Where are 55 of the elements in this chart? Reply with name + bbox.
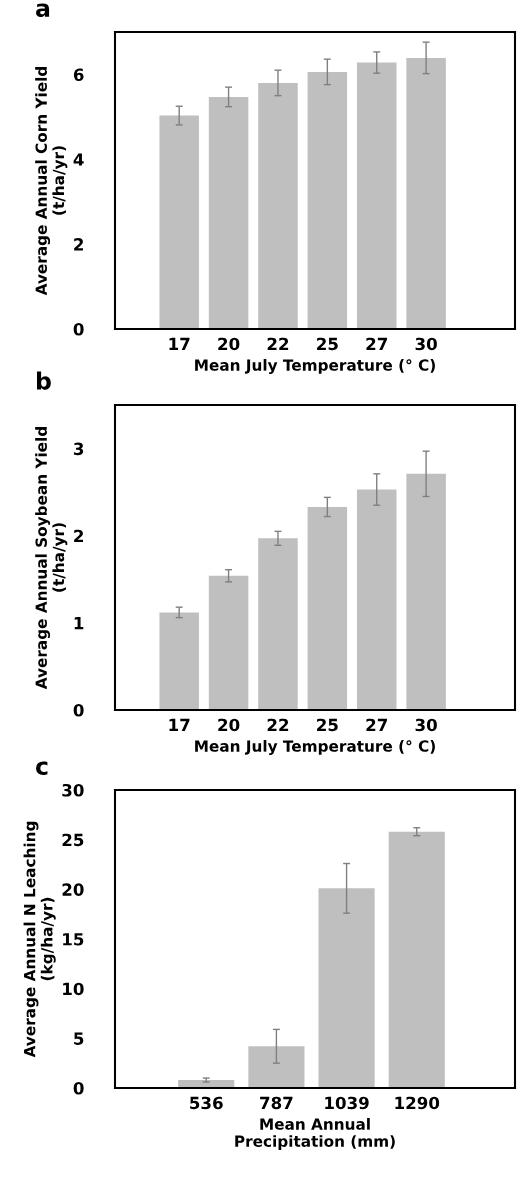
- x-tick-label: 22: [267, 337, 289, 350]
- chart-title: b: [36, 371, 51, 390]
- x-tick-label: 20: [218, 337, 240, 351]
- y-axis-title: Average Annual Corn Yield (t/ha/yr): [35, 66, 68, 296]
- x-tick-label: 20: [218, 718, 240, 732]
- bar: [388, 831, 445, 1088]
- x-tick-label: 536: [190, 1096, 223, 1110]
- x-tick-label: 27: [366, 337, 387, 350]
- x-axis-title: Mean Annual Precipitation (mm): [235, 1118, 395, 1150]
- x-tick-label: 1039: [325, 1096, 369, 1110]
- x-tick-label: 1290: [395, 1096, 440, 1110]
- y-tick-label: 10: [63, 982, 84, 996]
- x-tick-label: 17: [169, 718, 190, 731]
- x-tick-label: 30: [415, 718, 437, 732]
- x-tick-label: 787: [260, 1096, 293, 1110]
- y-axis-title: Average Annual N Leaching (kg/ha/yr): [23, 821, 56, 1058]
- x-tick-label: 25: [317, 718, 338, 732]
- x-tick-label: 25: [317, 337, 338, 351]
- x-axis-title: Mean July Temperature (° C): [195, 740, 435, 755]
- bar: [406, 57, 446, 329]
- chart-title: a: [36, 3, 50, 18]
- y-tick-label: 15: [63, 933, 84, 946]
- bar: [159, 612, 199, 710]
- x-tick-label: 27: [366, 718, 387, 731]
- x-axis-title: Mean July Temperature (° C): [195, 359, 435, 374]
- bar: [406, 473, 446, 710]
- bar: [318, 888, 375, 1088]
- bar: [159, 115, 199, 329]
- bar: [248, 1046, 305, 1088]
- y-axis-title: Average Annual Soybean Yield (t/ha/yr): [35, 427, 68, 690]
- bar: [258, 82, 298, 329]
- bar: [307, 506, 348, 710]
- bar: [208, 96, 249, 329]
- y-tick-label: 4: [73, 153, 84, 166]
- y-tick-label: 6: [73, 68, 84, 81]
- y-tick-label: 5: [74, 1032, 84, 1045]
- y-tick-label: 0: [73, 1081, 84, 1095]
- y-tick-label: 20: [62, 883, 84, 896]
- x-tick-label: 17: [169, 337, 190, 350]
- y-tick-label: 0: [73, 322, 84, 336]
- chart-title: c: [36, 761, 48, 775]
- bar: [307, 71, 348, 329]
- y-tick-label: 1: [74, 617, 84, 630]
- y-tick-label: 2: [74, 529, 83, 543]
- y-tick-label: 3: [73, 442, 84, 456]
- y-tick-label: 2: [74, 238, 83, 251]
- x-tick-label: 30: [415, 337, 437, 351]
- y-tick-label: 0: [73, 703, 84, 717]
- x-tick-label: 22: [267, 718, 289, 731]
- y-tick-label: 30: [62, 783, 84, 797]
- bar: [356, 489, 397, 710]
- bar: [258, 538, 298, 710]
- y-tick-label: 25: [62, 833, 84, 847]
- bar: [356, 62, 397, 329]
- bar: [208, 575, 249, 710]
